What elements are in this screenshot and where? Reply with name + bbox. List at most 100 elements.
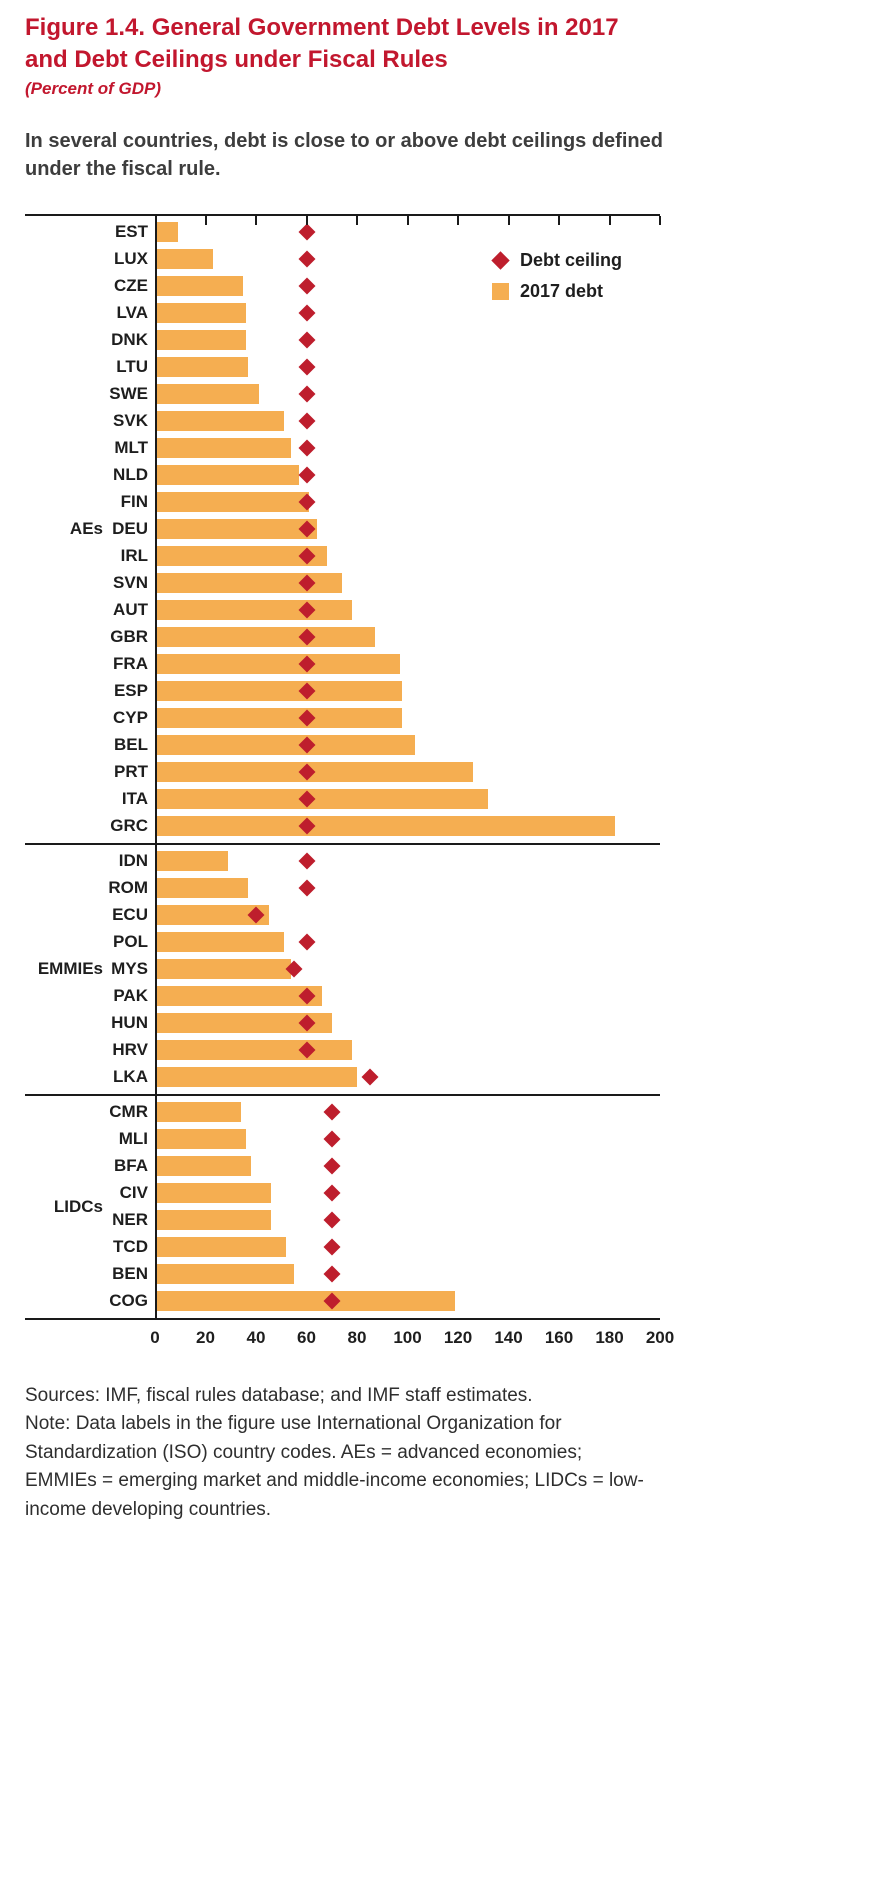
debt-bar <box>155 519 317 540</box>
x-axis-tick-label: 40 <box>246 1327 266 1347</box>
legend-item: 2017 debt <box>491 281 622 302</box>
note-text: Note: Data labels in the figure use Inte… <box>25 1413 644 1520</box>
ceiling-marker-icon <box>323 1157 341 1175</box>
bar-zone <box>155 381 660 408</box>
group-label: AEs <box>69 519 103 539</box>
debt-bar <box>155 1129 246 1150</box>
debt-bar <box>155 816 615 837</box>
country-code-label: PRT <box>114 762 148 782</box>
country-code-label: GRC <box>110 816 148 836</box>
figure-title-line-2: and Debt Ceilings under Fiscal Rules <box>25 45 448 73</box>
chart-row: ROM <box>25 875 660 902</box>
ceiling-marker-icon <box>298 933 315 951</box>
country-code-label: GBR <box>110 627 148 647</box>
debt-bar <box>155 1210 272 1231</box>
country-code-label: DNK <box>111 330 148 350</box>
debt-bar <box>155 986 322 1007</box>
bar-zone <box>155 354 660 381</box>
bar-zone <box>155 705 660 732</box>
legend-label: Debt ceiling <box>520 249 623 270</box>
ceiling-marker-icon <box>298 223 315 241</box>
country-code-label: HUN <box>111 1013 148 1033</box>
debt-bar <box>155 276 244 297</box>
debt-bar-chart: AEs EST LUX CZE LVA DNK LTU SWE SVK MLT NLD FIN DEU I… <box>25 213 661 1320</box>
debt-bar <box>155 905 269 926</box>
bar-zone <box>155 462 660 489</box>
debt-bar <box>155 959 292 980</box>
chart-row: HRV <box>25 1037 660 1064</box>
bar-zone <box>155 732 660 759</box>
bar-zone <box>155 875 660 902</box>
x-axis-tick-label: 160 <box>544 1327 574 1347</box>
debt-bar <box>155 546 327 567</box>
ceiling-marker-icon <box>298 439 315 457</box>
debt-bar <box>155 878 249 899</box>
bar-zone <box>155 543 660 570</box>
chart-row: NER <box>25 1207 660 1234</box>
country-code-label: ITA <box>121 789 148 809</box>
country-code-label: NLD <box>113 465 148 485</box>
x-axis-tick-label: 180 <box>595 1327 624 1347</box>
country-code-label: DEU <box>112 519 148 539</box>
chart-row: NLD <box>25 462 660 489</box>
chart-group-lidcs: LIDCs CMR MLI BFA CIV NER TCD BEN COG <box>25 1093 660 1318</box>
chart-row: SVN <box>25 570 660 597</box>
debt-bar <box>155 330 246 351</box>
bar-zone <box>155 516 660 543</box>
country-code-label: BEN <box>112 1264 148 1284</box>
country-code-label: FIN <box>120 492 148 512</box>
chart-row: IRL <box>25 543 660 570</box>
bar-zone <box>155 848 660 875</box>
bar-zone <box>155 759 660 786</box>
ceiling-marker-icon <box>323 1184 341 1202</box>
debt-bar <box>155 573 342 594</box>
chart-group-aes: AEs EST LUX CZE LVA DNK LTU SWE SVK MLT NLD FIN DEU I… <box>25 216 660 843</box>
country-code-label: CZE <box>114 276 148 296</box>
bar-zone <box>155 1207 660 1234</box>
country-code-label: ROM <box>108 878 148 898</box>
ceiling-marker-icon <box>323 1211 341 1229</box>
chart-row: DEU <box>25 516 660 543</box>
debt-bar <box>155 1102 241 1123</box>
x-axis-tick-label: 200 <box>645 1327 675 1347</box>
chart-row: HUN <box>25 1010 660 1037</box>
country-code-label: IRL <box>120 546 148 566</box>
bar-zone <box>155 1288 660 1315</box>
country-code-label: LTU <box>116 357 148 377</box>
bar-zone <box>155 246 660 273</box>
chart-row: BEL <box>25 732 660 759</box>
chart-row: AUT <box>25 597 660 624</box>
debt-bar <box>155 627 375 648</box>
country-code-label: EST <box>114 222 148 242</box>
country-code-label: LVA <box>116 303 148 323</box>
legend-label: 2017 debt <box>520 280 604 301</box>
bar-zone <box>155 435 660 462</box>
debt-bar <box>155 249 214 270</box>
debt-bar <box>155 600 352 621</box>
x-axis-tick-label: 100 <box>393 1327 422 1347</box>
chart-row: CZE <box>25 273 660 300</box>
chart-row: GRC <box>25 813 660 840</box>
ceiling-marker-icon <box>298 466 315 484</box>
chart-row: LTU <box>25 354 660 381</box>
debt-bar <box>155 789 489 810</box>
debt-bar <box>155 222 178 243</box>
debt-bar <box>155 411 284 432</box>
debt-bar <box>155 1067 357 1088</box>
chart-row: LKA <box>25 1064 660 1091</box>
chart-row: ECU <box>25 902 660 929</box>
ceiling-marker-icon <box>298 412 315 430</box>
country-code-label: AUT <box>113 600 148 620</box>
chart-row: ESP <box>25 678 660 705</box>
bar-zone <box>155 983 660 1010</box>
group-label: EMMIEs <box>37 959 103 979</box>
chart-row: FIN <box>25 489 660 516</box>
chart-row: MYS <box>25 956 660 983</box>
bar-zone <box>155 624 660 651</box>
debt-bar <box>155 1156 251 1177</box>
bar-zone <box>155 651 660 678</box>
country-code-label: SVN <box>113 573 148 593</box>
bar-zone <box>155 813 660 840</box>
bar-zone <box>155 1037 660 1064</box>
ceiling-marker-icon <box>323 1238 341 1256</box>
